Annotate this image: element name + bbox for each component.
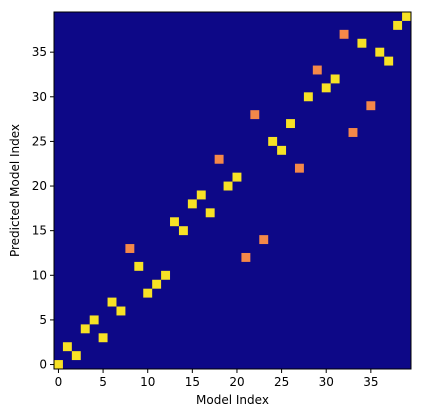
- heatmap-cell: [241, 252, 251, 262]
- y-tick-label: 5: [39, 313, 47, 327]
- y-tick-label: 20: [32, 179, 47, 193]
- y-tick-label: 15: [32, 224, 47, 238]
- y-tick-label: 10: [32, 268, 47, 282]
- heatmap-cell: [312, 65, 322, 75]
- y-tick-label: 25: [32, 134, 47, 148]
- y-tick-label: 35: [32, 45, 47, 59]
- heatmap-cell: [384, 56, 394, 66]
- heatmap-cell: [170, 217, 179, 227]
- heatmap-cell: [393, 20, 403, 30]
- x-tick-label: 10: [140, 375, 155, 389]
- y-axis: 0 5 10 15 20 25 30 35: [32, 45, 54, 372]
- heatmap-cell: [339, 29, 349, 39]
- heatmap-cell: [250, 110, 260, 120]
- x-tick-label: 35: [363, 375, 378, 389]
- y-tick-label: 30: [32, 90, 47, 104]
- heatmap-cell: [286, 119, 295, 129]
- heatmap-cell: [348, 128, 358, 137]
- heatmap-cell: [187, 199, 197, 209]
- heatmap-cell: [71, 351, 81, 361]
- heatmap-cell: [357, 38, 367, 48]
- heatmap-cell: [259, 235, 269, 245]
- x-axis-label: Model Index: [196, 393, 269, 407]
- x-tick-label: 5: [99, 375, 107, 389]
- heatmap-cell: [375, 47, 385, 57]
- x-tick-label: 20: [229, 375, 244, 389]
- heatmap-cell: [80, 324, 90, 334]
- x-tick-label: 30: [319, 375, 334, 389]
- x-axis: 0 5 10 15 20 25 30 35: [55, 369, 378, 389]
- heatmap-cell: [321, 83, 331, 93]
- heatmap-cell: [62, 342, 72, 352]
- heatmap-cell: [152, 279, 162, 289]
- heatmap-cell: [98, 333, 108, 343]
- cells-layer: [54, 12, 411, 369]
- heatmap-cell: [143, 288, 153, 298]
- axes-frame: [53, 11, 412, 370]
- heatmap-cell: [223, 181, 233, 191]
- heatmap-cell: [54, 360, 63, 369]
- heatmap-cell: [366, 101, 376, 111]
- heatmap-cell: [330, 74, 340, 84]
- heatmap-cell: [268, 136, 278, 146]
- heatmap-cell: [196, 190, 206, 200]
- heatmap-cell: [214, 154, 224, 164]
- heatmap-cell: [107, 297, 117, 307]
- heatmap-cell: [402, 12, 411, 21]
- heatmap-cell: [294, 163, 304, 173]
- x-tick-label: 15: [185, 375, 200, 389]
- heatmap-cell: [232, 172, 242, 182]
- heatmap-cell: [277, 145, 287, 155]
- heatmap-cell: [125, 244, 135, 253]
- heatmap-cell: [205, 208, 215, 218]
- heatmap-cell: [178, 226, 188, 236]
- y-tick-label: 0: [39, 358, 47, 372]
- heatmap-cell: [161, 270, 171, 280]
- heatmap-cell: [303, 92, 313, 102]
- y-axis-label: Predicted Model Index: [8, 124, 22, 257]
- x-tick-label: 25: [274, 375, 289, 389]
- heatmap-cell: [134, 261, 144, 271]
- x-tick-label: 0: [55, 375, 63, 389]
- heatmap-cell: [89, 315, 99, 325]
- heatmap-cell: [116, 306, 126, 316]
